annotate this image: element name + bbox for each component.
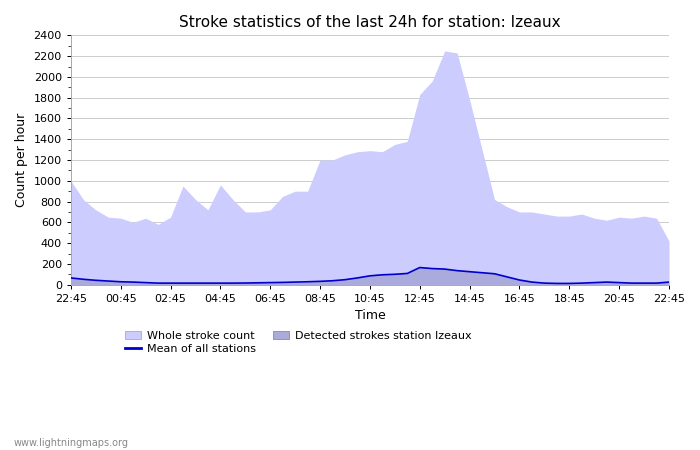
Title: Stroke statistics of the last 24h for station: Izeaux: Stroke statistics of the last 24h for st… <box>179 15 561 30</box>
Legend: Whole stroke count, Mean of all stations, Detected strokes station Izeaux: Whole stroke count, Mean of all stations… <box>120 326 476 359</box>
X-axis label: Time: Time <box>354 309 385 322</box>
Text: www.lightningmaps.org: www.lightningmaps.org <box>14 437 129 447</box>
Y-axis label: Count per hour: Count per hour <box>15 113 28 207</box>
